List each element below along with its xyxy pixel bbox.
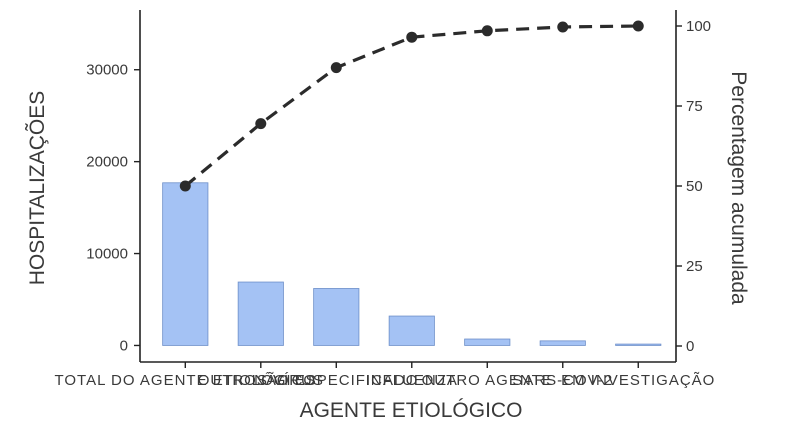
x-tick-label: TOTAL DO AGENTE ETIOLÓGICO [54, 372, 316, 389]
y2-tick-label: 50 [686, 178, 703, 195]
cumulative-line-layer [179, 20, 644, 192]
x-tick-label: EM INVESTIGAÇÃO [561, 372, 715, 389]
x-axis-title: AGENTE ETIOLÓGICO [300, 399, 523, 421]
bar [313, 288, 360, 346]
y2-tick-label: 0 [686, 338, 694, 355]
axes-layer [134, 10, 682, 368]
y-tick-label: 30000 [86, 62, 128, 79]
bar [162, 182, 209, 346]
x-tick-label: NÃO ESPECIFICADO [254, 372, 418, 389]
bar [615, 343, 662, 346]
labels-layer: 0 10000 20000 30000 0 25 50 75 100 TOTAL DO AGENT… [54, 18, 715, 389]
cumulative-point [179, 180, 191, 192]
cumulative-line [184, 24, 639, 188]
cumulative-point [557, 21, 569, 33]
cumulative-point [255, 118, 267, 130]
cumulative-point [330, 62, 342, 74]
y-tick-label: 0 [120, 337, 128, 354]
x-tick-label: SARS-COV-2 [512, 372, 613, 389]
x-tick-label: OUTRO AGENTE [422, 372, 553, 389]
y2-tick-label: 100 [686, 18, 711, 35]
bar [539, 340, 586, 346]
bars-layer [162, 182, 662, 346]
cumulative-point [481, 25, 493, 37]
y2-tick-label: 75 [686, 98, 703, 115]
y-tick-label: 10000 [86, 246, 128, 263]
cumulative-point [406, 31, 418, 43]
bar [464, 338, 511, 346]
x-tick-label: OUTROS VÍRUS [198, 372, 324, 389]
x-tick-label: INFLUENZA [366, 372, 458, 389]
y2-tick-label: 25 [686, 258, 703, 275]
y-tick-label: 20000 [86, 154, 128, 171]
y-axis-title: HOSPITALIZAÇÕES [25, 91, 49, 286]
cumulative-point [632, 20, 644, 32]
bar [388, 315, 435, 346]
y2-axis-title: Percentagem acumulada [727, 71, 750, 305]
bar [237, 281, 284, 346]
